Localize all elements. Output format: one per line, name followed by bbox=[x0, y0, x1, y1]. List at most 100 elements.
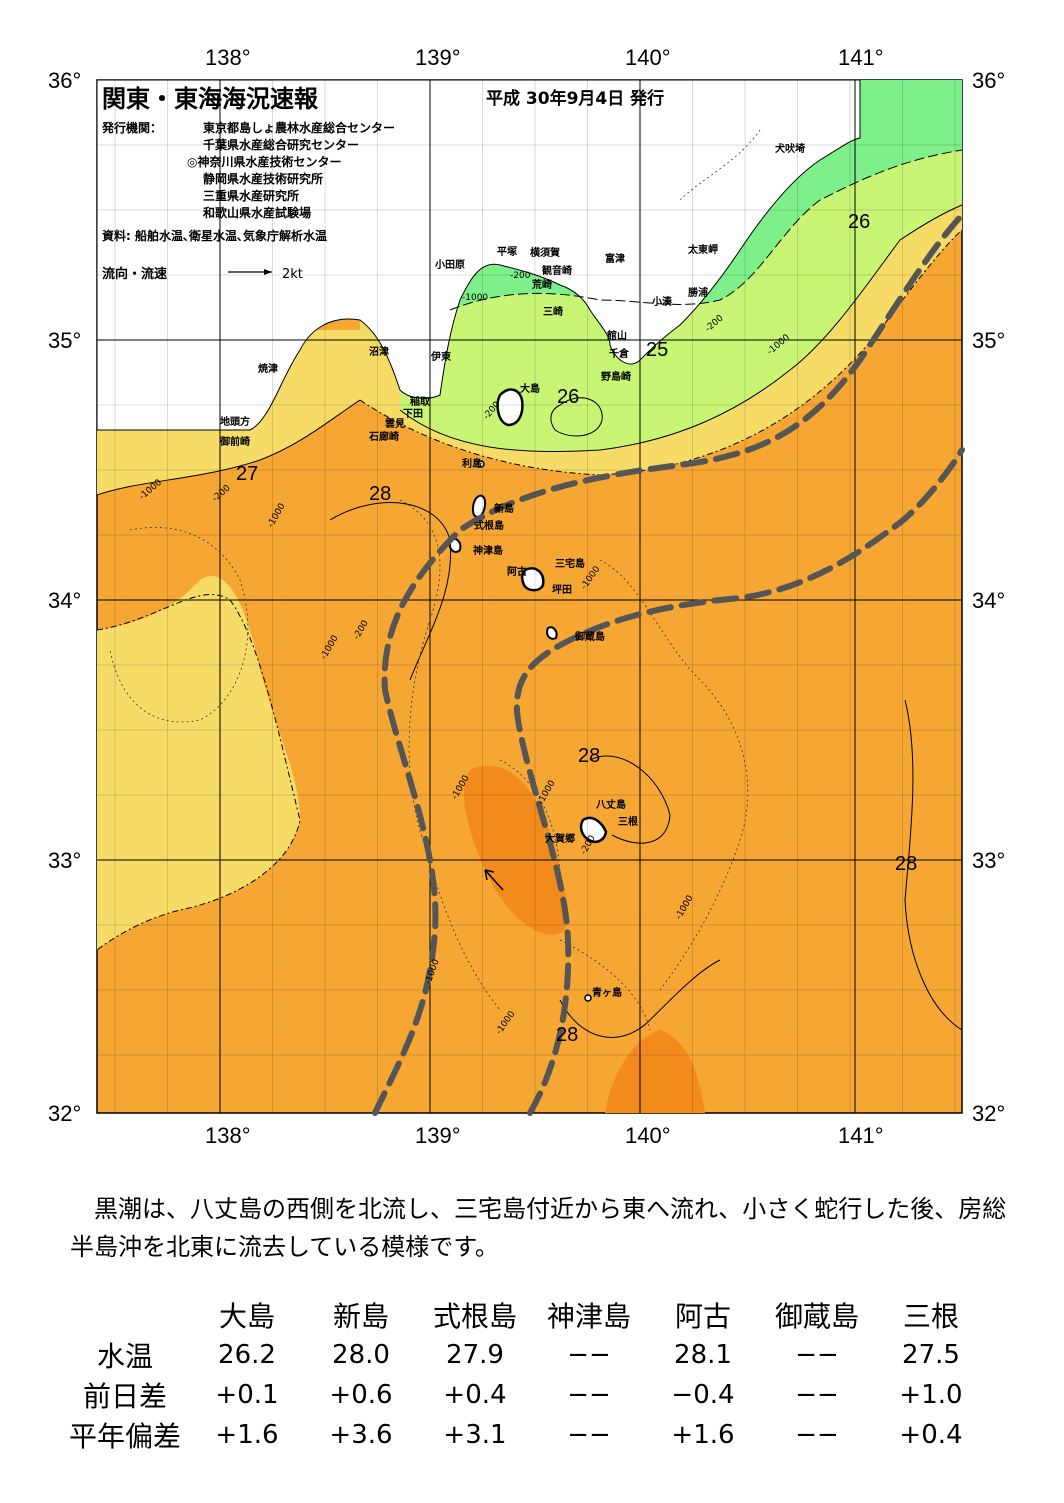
lat-label-left-33: 33° bbox=[48, 848, 81, 873]
kuroshio-current bbox=[372, 212, 965, 1116]
temp-zone-29-south bbox=[605, 1030, 705, 1113]
lat-label-right-32: 32° bbox=[972, 1101, 1005, 1126]
col-shikinejima: 式根島 bbox=[432, 1300, 517, 1333]
place-yokosuka: 横須賀 bbox=[530, 246, 560, 259]
land-toshima bbox=[477, 460, 485, 468]
current-scale-label: 2kt bbox=[282, 267, 303, 282]
kuroshio-outer-edge bbox=[513, 447, 965, 1116]
land-honshu bbox=[96, 79, 861, 431]
table-cell: −− bbox=[795, 1380, 839, 1410]
publisher-3: ◎神奈川県水産技術センター bbox=[187, 154, 341, 169]
depth-label-200-f: -200 bbox=[510, 271, 531, 281]
place-tateyama: 館山 bbox=[606, 329, 627, 342]
publisher-2: 千葉県水産総合研究センター bbox=[203, 137, 359, 152]
table-row-water-temp: 水温 26.2 28.0 27.9 −− 28.1 −− 27.5 bbox=[60, 1335, 988, 1375]
current-legend-label: 流向・流速 bbox=[102, 266, 167, 282]
temp-label-28-hachijo: 28 bbox=[578, 745, 600, 767]
table-header-row: 大島 新島 式根島 神津島 阿古 御蔵島 三根 bbox=[60, 1295, 988, 1335]
table-cell: −− bbox=[567, 1380, 611, 1410]
lon-label-bottom-139: 139° bbox=[415, 1123, 461, 1148]
row-label: 平年偏差 bbox=[68, 1420, 181, 1453]
place-shimoda: 下田 bbox=[403, 408, 423, 420]
station-temperature-table: 大島 新島 式根島 神津島 阿古 御蔵島 三根 水温 26.2 28.0 27.… bbox=[60, 1295, 988, 1455]
col-ako: 阿古 bbox=[674, 1300, 731, 1333]
table-cell: 27.9 bbox=[446, 1340, 504, 1370]
place-miyakejima: 三宅島 bbox=[555, 557, 585, 570]
temp-zone-29-hachijo bbox=[463, 765, 567, 935]
place-chikura: 千倉 bbox=[609, 347, 630, 360]
current-arrow bbox=[484, 869, 504, 891]
place-okago: 大賀郷 bbox=[545, 832, 575, 845]
table-corner bbox=[60, 1295, 190, 1335]
place-odawara: 小田原 bbox=[434, 258, 465, 271]
col-niijima: 新島 bbox=[332, 1300, 389, 1333]
place-kannonzaki: 観音崎 bbox=[542, 264, 572, 277]
place-nojimazaki: 野島崎 bbox=[601, 370, 631, 383]
table-cell: +3.1 bbox=[443, 1420, 507, 1450]
land-oshima bbox=[496, 388, 524, 427]
publisher-5: 三重県水産研究所 bbox=[203, 188, 299, 203]
isotherms bbox=[96, 149, 963, 1038]
place-mikurajima: 御蔵島 bbox=[574, 630, 605, 643]
lat-label-right-36: 36° bbox=[972, 68, 1005, 93]
place-taitomisaki: 太東岬 bbox=[687, 243, 718, 256]
land-miyakejima bbox=[520, 567, 545, 592]
summary-paragraph: 黒潮は、八丈島の西側を北流し、三宅島付近から東へ流れ、小さく蛇行した後、房総半島… bbox=[70, 1195, 1007, 1261]
place-inubosaki: 犬吠埼 bbox=[775, 142, 805, 155]
data-source: 資料: 船舶水温､衛星水温､気象庁解析水温 bbox=[102, 228, 327, 243]
lat-label-left-34: 34° bbox=[48, 588, 81, 613]
lat-label-left-36: 36° bbox=[48, 68, 81, 93]
place-ako: 阿古 bbox=[507, 565, 527, 578]
place-irozaki: 石廊崎 bbox=[368, 430, 399, 443]
table-cell: −− bbox=[795, 1340, 839, 1370]
land-hachijojima bbox=[579, 816, 608, 844]
col-mitsune: 三根 bbox=[902, 1300, 959, 1333]
depth-contours bbox=[109, 129, 761, 1031]
place-shikinejima: 式根島 bbox=[474, 519, 504, 532]
temp-label-26-east: 26 bbox=[848, 211, 870, 233]
lat-label-right-35: 35° bbox=[972, 328, 1005, 353]
lat-label-left-35: 35° bbox=[48, 328, 81, 353]
temp-zone-27-large bbox=[97, 576, 300, 950]
place-katsuura: 勝浦 bbox=[688, 286, 708, 299]
col-mikurajima: 御蔵島 bbox=[774, 1300, 859, 1333]
temp-label-28-east: 28 bbox=[895, 853, 917, 875]
publisher-1: 東京都島しょ農林水産総合センター bbox=[203, 120, 395, 135]
lon-label-bottom-138: 138° bbox=[205, 1123, 251, 1148]
place-yaizu: 焼津 bbox=[258, 362, 278, 375]
current-scale-arrowhead bbox=[264, 269, 272, 275]
place-omaezaki: 御前崎 bbox=[219, 435, 250, 448]
place-tsubota: 坪田 bbox=[552, 583, 572, 596]
table-cell: 27.5 bbox=[902, 1340, 960, 1370]
lon-label-top-140: 140° bbox=[625, 45, 671, 70]
lon-label-top-138: 138° bbox=[205, 45, 251, 70]
place-futtsu: 富津 bbox=[605, 252, 625, 265]
place-toshima: 利島 bbox=[462, 457, 482, 470]
table-cell: −− bbox=[567, 1420, 611, 1450]
table-cell: +0.4 bbox=[899, 1420, 963, 1450]
row-label: 前日差 bbox=[82, 1380, 167, 1413]
table-cell: +1.0 bbox=[899, 1380, 963, 1410]
land-mikurajima bbox=[546, 626, 558, 640]
place-oshima: 大島 bbox=[520, 382, 540, 395]
lon-label-bottom-141: 141° bbox=[838, 1123, 884, 1148]
col-oshima: 大島 bbox=[218, 1300, 275, 1333]
table-row-anomaly: 平年偏差 +1.6 +3.6 +3.1 −− +1.6 −− +0.4 bbox=[60, 1415, 988, 1455]
place-mitsune: 三根 bbox=[618, 815, 638, 828]
place-ito: 伊東 bbox=[430, 350, 451, 363]
table-cell: −− bbox=[567, 1340, 611, 1370]
table-cell: +1.6 bbox=[671, 1420, 735, 1450]
temp-label-28-south: 28 bbox=[556, 1024, 578, 1046]
table-cell: 28.0 bbox=[332, 1340, 390, 1370]
graticule-major bbox=[97, 80, 962, 1113]
place-jitogata: 地頭方 bbox=[220, 415, 250, 428]
kuroshio-inner-edge bbox=[372, 212, 965, 1116]
table-cell: +0.4 bbox=[443, 1380, 507, 1410]
temp-label-25: 25 bbox=[646, 339, 668, 361]
map-title: 関東・東海海況速報 bbox=[102, 85, 319, 113]
publisher-6: 和歌山県水産試験場 bbox=[202, 205, 311, 220]
place-niijima: 新島 bbox=[494, 502, 514, 515]
place-numazu: 沼津 bbox=[369, 345, 389, 358]
issue-date: 平成 30年9月4日 発行 bbox=[486, 88, 664, 109]
table-cell: +0.1 bbox=[215, 1380, 279, 1410]
